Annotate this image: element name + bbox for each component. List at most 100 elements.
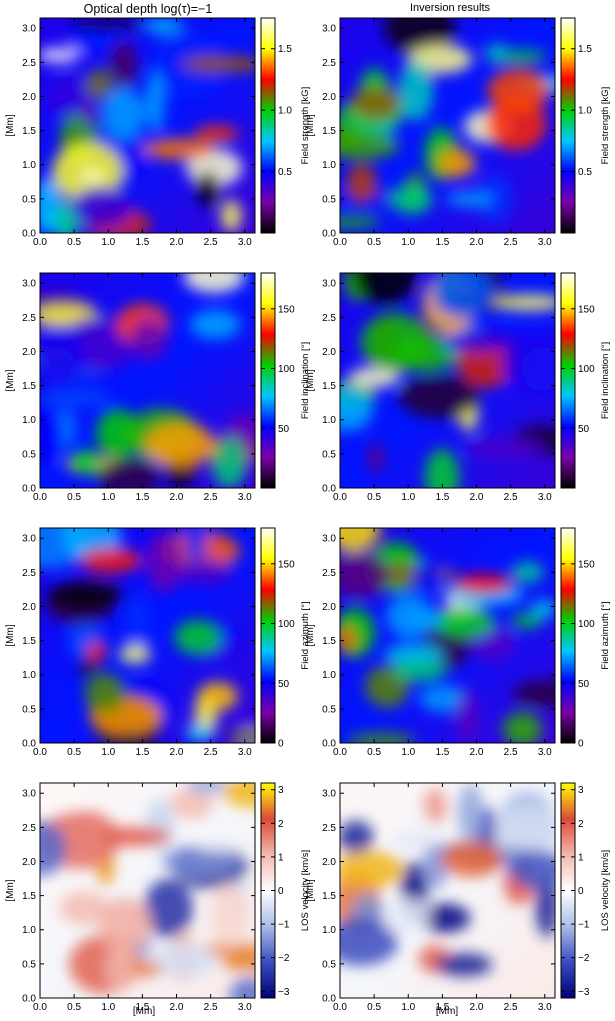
x-tick-label: 3.0	[538, 1002, 552, 1013]
heatmap-structure	[340, 783, 555, 977]
x-tick-label: 2.5	[504, 237, 518, 248]
colorbar-tick-label: 0	[278, 886, 284, 897]
y-tick-label: 0.0	[322, 994, 336, 1005]
y-tick-label: 2.0	[22, 602, 36, 613]
colorbar-tick-label: 150	[278, 304, 295, 315]
colorbar	[560, 527, 576, 744]
y-tick-label: 3.0	[22, 24, 36, 35]
panel-field-strength-inversion: 0.0 0.5 1.0 1.5 2.0 2.5 3.0 0.0 0.5 1.0 1.5 2.0 2.5 3…	[305, 17, 611, 248]
x-tick-label: 2.5	[504, 747, 518, 758]
colorbar-tick-label: 1.0	[578, 106, 592, 117]
x-tick-label: 1.5	[435, 747, 449, 758]
panels: 0.0 0.5 1.0 1.5 2.0 2.5 3.0 0.0 0.5 1.0 1.5 2.0 2.5 3…	[5, 17, 611, 1013]
colorbar-tick-label: 0.5	[578, 167, 592, 178]
y-axis-label: [Mm]	[5, 624, 16, 646]
colorbar-tick-label: 100	[278, 619, 295, 630]
y-tick-label: 3.0	[322, 279, 336, 290]
y-axis-label: [Mm]	[305, 879, 316, 901]
column-title-left: Optical depth log(τ)=−1	[84, 2, 213, 16]
x-axis-label-left: [Mm]	[133, 1006, 155, 1017]
panel-field-inclination-inversion: 0.0 0.5 1.0 1.5 2.0 2.5 3.0 0.0 0.5 1.0 1.5 2.0 2.5 3…	[305, 272, 611, 503]
colorbar-tick-label: −3	[578, 987, 590, 998]
x-tick-label: 2.0	[470, 747, 484, 758]
x-tick-label: 0.5	[367, 237, 381, 248]
y-tick-label: 2.5	[22, 568, 36, 579]
colorbar-tick-label: 3	[278, 785, 284, 796]
x-tick-label: 0.5	[367, 1002, 381, 1013]
x-tick-label: 1.0	[101, 1002, 115, 1013]
y-tick-label: 2.0	[22, 347, 36, 358]
x-tick-label: 1.5	[435, 237, 449, 248]
colorbar-tick-label: 150	[578, 304, 595, 315]
heatmap-structure	[340, 273, 555, 488]
colorbar	[260, 527, 276, 744]
colorbar-tick-label: 150	[278, 559, 295, 570]
x-tick-label: 0.5	[367, 492, 381, 503]
x-tick-label: 1.0	[101, 492, 115, 503]
colorbar-tick-label: −2	[278, 953, 290, 964]
y-tick-label: 0.5	[322, 194, 336, 205]
heatmap-structure	[40, 783, 255, 998]
x-tick-label: 2.5	[504, 1002, 518, 1013]
colorbar-tick-label: 100	[278, 364, 295, 375]
colorbar-tick-label: 50	[578, 424, 590, 435]
colorbar	[560, 272, 576, 489]
colorbar-label: Field inclination [°]	[600, 342, 611, 419]
colorbar-tick-label: 100	[578, 619, 595, 630]
y-tick-label: 3.0	[22, 789, 36, 800]
colorbar-label: Field inclination [°]	[300, 342, 311, 419]
colorbar-tick-label: 1	[578, 852, 584, 863]
x-tick-label: 1.5	[135, 237, 149, 248]
y-tick-label: 2.0	[22, 92, 36, 103]
heatmap-structure	[40, 273, 255, 488]
y-tick-label: 1.0	[22, 415, 36, 426]
y-tick-label: 0.5	[322, 449, 336, 460]
x-tick-label: 2.0	[170, 1002, 184, 1013]
heatmap-structure	[340, 528, 555, 743]
x-tick-label: 1.0	[101, 747, 115, 758]
x-tick-label: 0.0	[33, 747, 47, 758]
x-tick-label: 2.0	[170, 492, 184, 503]
x-tick-label: 2.0	[470, 492, 484, 503]
y-tick-label: 0.5	[22, 449, 36, 460]
colorbar-tick-label: 1.0	[278, 106, 292, 117]
y-tick-label: 1.0	[22, 670, 36, 681]
y-tick-label: 2.5	[322, 823, 336, 834]
x-tick-label: 3.0	[538, 492, 552, 503]
y-tick-label: 2.0	[22, 857, 36, 868]
colorbar-tick-label: 2	[278, 819, 284, 830]
colorbar-label: LOS velocity [km/s]	[600, 850, 611, 931]
colorbar-tick-label: −3	[278, 987, 290, 998]
y-tick-label: 3.0	[322, 24, 336, 35]
y-tick-label: 3.0	[322, 534, 336, 545]
colorbar-tick-label: 1	[278, 852, 284, 863]
colorbar-tick-label: −1	[278, 920, 290, 931]
y-axis-label: [Mm]	[5, 879, 16, 901]
x-tick-label: 2.0	[170, 747, 184, 758]
x-tick-label: 1.5	[435, 492, 449, 503]
x-tick-label: 0.5	[67, 747, 81, 758]
x-tick-label: 1.5	[435, 1002, 449, 1013]
panel-los-velocity-inversion: 0.0 0.5 1.0 1.5 2.0 2.5 3.0 0.0 0.5 1.0 1.5 2.0 2.5 3…	[305, 782, 611, 1013]
y-tick-label: 0.5	[22, 194, 36, 205]
colorbar-tick-label: 1.5	[278, 44, 292, 55]
x-tick-label: 1.0	[401, 747, 415, 758]
x-tick-label: 0.0	[333, 747, 347, 758]
y-tick-label: 3.0	[322, 789, 336, 800]
y-tick-label: 0.0	[322, 484, 336, 495]
colorbar-label: Field strength [kG]	[300, 87, 311, 165]
y-axis-label: [Mm]	[305, 114, 316, 136]
heatmap-structure	[40, 528, 255, 743]
y-tick-label: 2.0	[322, 347, 336, 358]
x-tick-label: 1.0	[401, 1002, 415, 1013]
x-tick-label: 3.0	[238, 237, 252, 248]
colorbar	[260, 17, 276, 234]
colorbar-tick-label: −2	[578, 953, 590, 964]
y-tick-label: 1.0	[22, 925, 36, 936]
x-tick-label: 2.5	[204, 492, 218, 503]
y-axis-label: [Mm]	[305, 369, 316, 391]
x-tick-label: 2.5	[204, 747, 218, 758]
panel-field-azimuth-simulation: 0.0 0.5 1.0 1.5 2.0 2.5 3.0 0.0 0.5 1.0 1.5 2.0 2.5 3…	[5, 527, 311, 758]
y-tick-label: 0.5	[322, 704, 336, 715]
